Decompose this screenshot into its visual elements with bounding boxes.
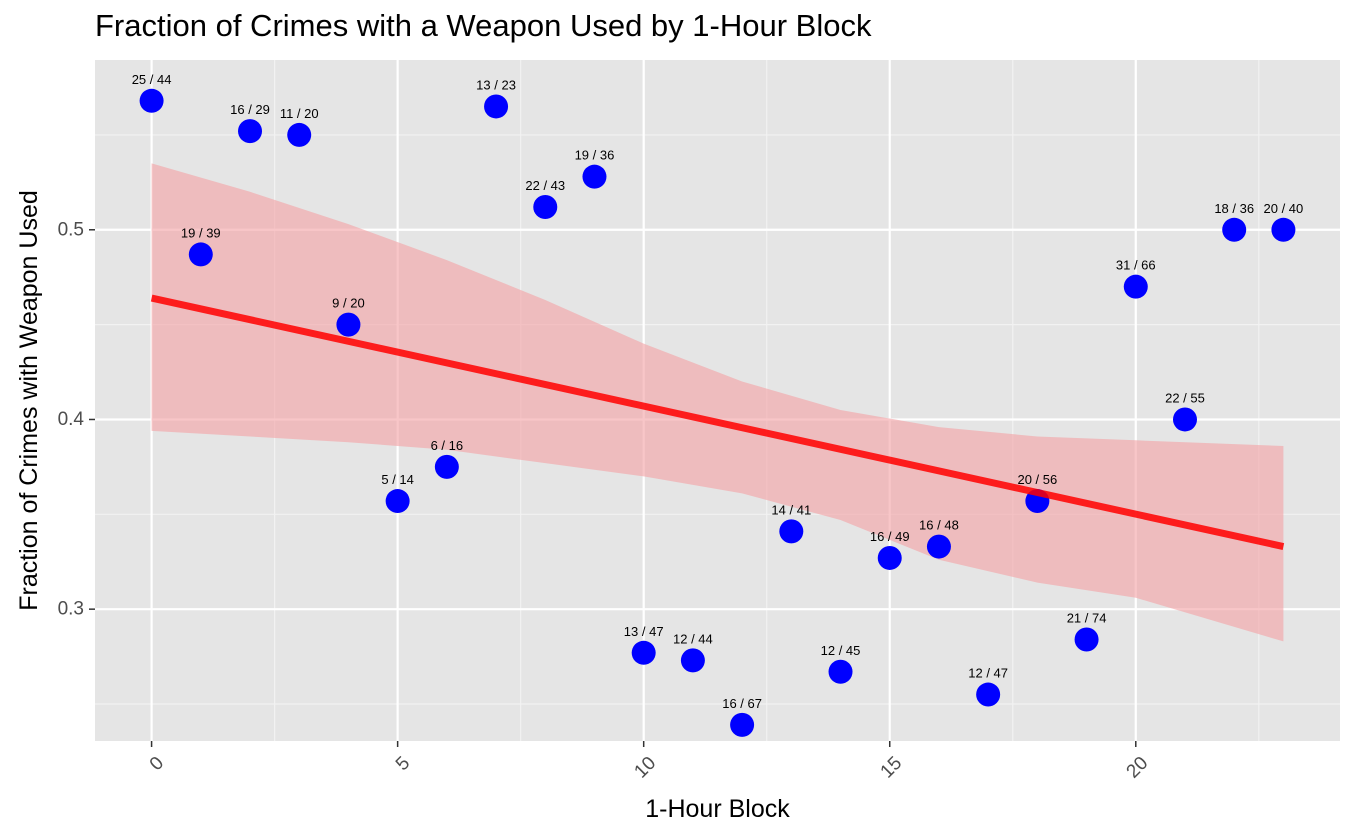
x-tick-label: 15: [877, 753, 907, 783]
data-point: [582, 164, 607, 189]
data-points: [139, 88, 1296, 737]
data-point: [779, 519, 804, 544]
point-label: 19 / 36: [575, 148, 615, 163]
point-label: 16 / 29: [230, 102, 270, 117]
point-label: 12 / 47: [968, 666, 1008, 681]
data-point: [1172, 407, 1197, 432]
trend-line: [150, 294, 1285, 550]
data-point: [188, 242, 213, 267]
x-tick-label: 0: [146, 753, 168, 775]
point-label: 12 / 44: [673, 631, 713, 646]
x-tick-label: 5: [392, 753, 414, 775]
y-tick-label: 0.4: [58, 409, 85, 430]
point-label: 31 / 66: [1116, 258, 1156, 273]
data-point: [1123, 274, 1148, 299]
point-label: 16 / 48: [919, 518, 959, 533]
data-point: [828, 659, 853, 684]
data-point: [1074, 627, 1099, 652]
y-axis: 0.3 0.4 0.5: [58, 219, 95, 620]
point-label: 14 / 41: [771, 502, 811, 517]
point-label: 13 / 23: [476, 77, 516, 92]
data-point: [434, 454, 459, 479]
point-label: 19 / 39: [181, 225, 221, 240]
data-point: [484, 94, 509, 119]
point-label: 22 / 43: [525, 178, 565, 193]
point-labels: 25 / 44 19 / 39 16 / 29 11 / 20 9 / 20 5 / 14…: [132, 72, 1304, 711]
data-point: [287, 122, 312, 147]
data-point: [533, 195, 558, 220]
data-point: [139, 88, 164, 113]
point-label: 11 / 20: [280, 106, 319, 121]
data-point: [877, 545, 902, 570]
data-point: [238, 119, 263, 144]
data-point: [1222, 217, 1247, 242]
data-point: [976, 682, 1001, 707]
x-axis: 0 5 10 15 20: [146, 741, 1153, 783]
x-axis-title: 1-Hour Block: [645, 795, 790, 823]
y-axis-title: Fraction of Crimes with Weapon Used: [15, 190, 43, 611]
point-label: 18 / 36: [1214, 201, 1254, 216]
data-point: [631, 640, 656, 665]
data-point: [385, 489, 410, 514]
point-label: 20 / 40: [1264, 201, 1304, 216]
point-label: 6 / 16: [431, 438, 464, 453]
x-tick-label: 10: [630, 753, 660, 783]
point-label: 25 / 44: [132, 72, 172, 87]
point-label: 9 / 20: [332, 296, 365, 311]
data-point: [680, 648, 705, 673]
point-label: 22 / 55: [1165, 390, 1205, 405]
point-label: 13 / 47: [624, 624, 664, 639]
point-label: 12 / 45: [821, 643, 861, 658]
point-label: 16 / 67: [722, 696, 762, 711]
y-tick-label: 0.3: [58, 599, 84, 620]
data-point: [336, 312, 361, 337]
point-label: 16 / 49: [870, 529, 910, 544]
data-point: [1271, 217, 1296, 242]
data-point: [730, 712, 755, 737]
point-label: 5 / 14: [381, 472, 414, 487]
confidence-band: [151, 163, 1284, 642]
chart-title: Fraction of Crimes with a Weapon Used by…: [95, 8, 872, 43]
x-tick-label: 20: [1123, 753, 1153, 783]
y-tick-label: 0.5: [58, 219, 84, 240]
point-label: 21 / 74: [1067, 611, 1107, 626]
data-point: [926, 534, 951, 559]
point-label: 20 / 56: [1017, 472, 1057, 487]
